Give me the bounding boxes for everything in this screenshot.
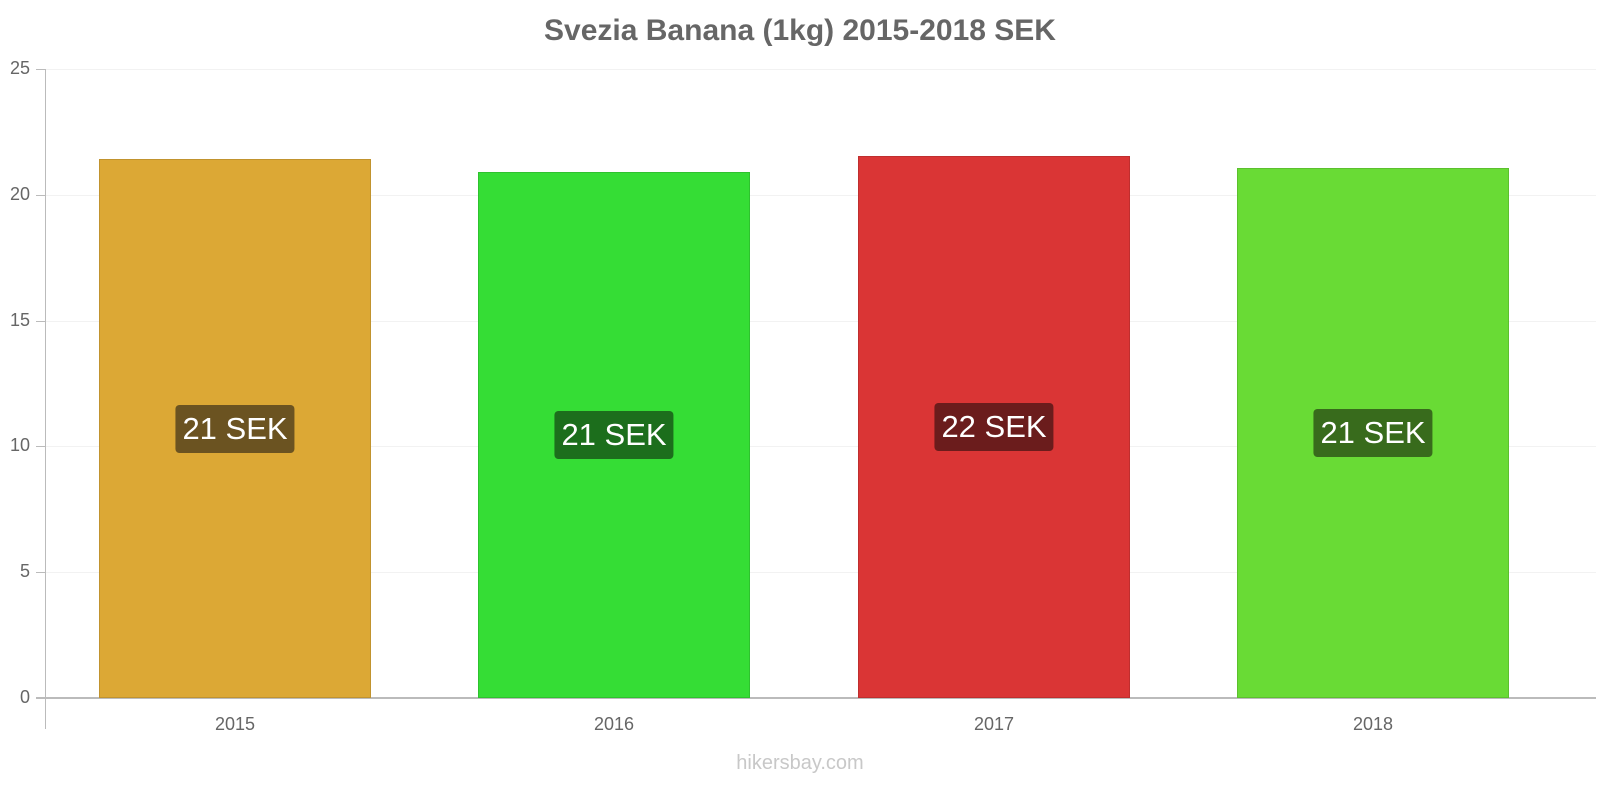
y-tick-mark [36,69,46,70]
y-tick-label: 5 [19,561,30,582]
x-tick-label: 2017 [973,714,1015,734]
x-axis [36,697,1596,699]
x-tick-label: 2015 [214,714,256,734]
gridline [46,320,1596,322]
y-tick-mark [36,320,46,322]
y-tick-label: 0 [19,687,30,707]
y-tick-label: 10 [9,435,30,456]
y-tick-mark [36,698,46,699]
y-tick-mark [36,194,46,196]
bar-2016[interactable] [478,172,750,698]
source-watermark: hikersbay.com [736,752,864,774]
y-tick-label: 15 [9,309,30,330]
gridline [46,446,1596,448]
bar-value-label: 21 SEK [1313,409,1433,458]
gridline [46,572,1596,574]
bar-value-label: 21 SEK [554,411,674,460]
gridline [46,69,1596,70]
y-tick-mark [36,446,46,448]
x-tick-label: 2016 [593,714,635,734]
chart-title: Svezia Banana (1kg) 2015-2018 SEK [544,14,1056,47]
gridline [46,194,1596,196]
y-tick-label: 25 [9,58,30,78]
y-tick-mark [36,572,46,574]
x-tick-label: 2018 [1352,714,1394,734]
bar-value-label: 22 SEK [934,402,1054,451]
bar-value-label: 21 SEK [175,404,295,453]
y-axis [45,69,46,729]
y-tick-label: 20 [9,183,30,204]
